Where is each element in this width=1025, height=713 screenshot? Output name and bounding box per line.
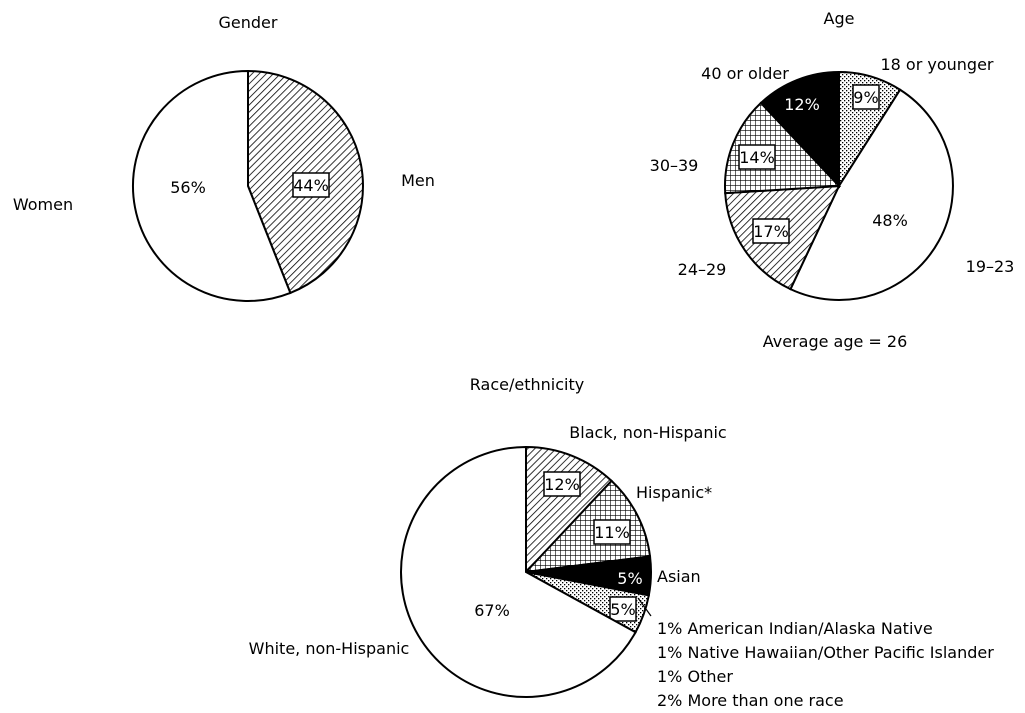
slice-value-box — [543, 471, 581, 497]
slice-value-text: 14% — [739, 148, 775, 167]
slice-value-label: 48% — [872, 211, 908, 230]
other-breakdown-item: 1% Other — [657, 667, 733, 686]
slice-value-text: 12% — [544, 475, 580, 494]
slice-value-text: 17% — [753, 222, 789, 241]
slice-women — [132, 69, 292, 302]
slice-value-box — [593, 519, 631, 545]
slice-value-text: 5% — [610, 600, 635, 619]
slice-category-label: Asian — [657, 567, 701, 586]
gender-chart: Gender 44% 56% Men Women — [13, 13, 435, 302]
age-slices: 9% 48% 17% 14% 12% — [724, 70, 954, 301]
slice-value-text: 56% — [170, 178, 206, 197]
slice-category-label: 30–39 — [650, 156, 699, 175]
slice-category-label: 24–29 — [678, 260, 727, 279]
age-footnote: Average age = 26 — [763, 332, 908, 351]
slice-value-label: 12% — [784, 95, 820, 114]
gender-labels: Men Women — [13, 171, 435, 214]
slice-value-label: 14% — [738, 144, 776, 170]
slice-value-box — [292, 172, 330, 198]
slice-category-label: 40 or older — [701, 64, 789, 83]
other-breakdown-item: 1% American Indian/Alaska Native — [657, 619, 933, 638]
slice-value-label: 44% — [292, 172, 330, 198]
slice-value-label: 12% — [543, 471, 581, 497]
slice-category-label: Women — [13, 195, 73, 214]
slice-value-box — [852, 84, 880, 110]
slice-category-label: Hispanic* — [636, 483, 712, 502]
slice-value-box — [738, 144, 776, 170]
slice-category-label: White, non-Hispanic — [249, 639, 410, 658]
slice-value-label: 9% — [852, 84, 880, 110]
slice-category-label: 18 or younger — [880, 55, 993, 74]
slice-value-text: 11% — [594, 523, 630, 542]
race-chart: Race/ethnicity 12% 11% 5% 5% 67% Black, non-… — [249, 375, 995, 710]
race-labels: Black, non-Hispanic Hispanic* Asian White, … — [249, 423, 727, 658]
age-chart: Age 9% 48% 17% 14% 12% 18 or younger 19–23 24–… — [650, 9, 1015, 351]
race-slices: 12% 11% 5% 5% 67% — [400, 445, 652, 698]
slice-value-label: 17% — [752, 218, 790, 244]
slice-value-label: 5% — [617, 569, 642, 588]
slice-value-text: 9% — [853, 88, 878, 107]
slice-30-39 — [724, 101, 842, 195]
other-breakdown-item: 1% Native Hawaiian/Other Pacific Islande… — [657, 643, 994, 662]
slice-value-label: 67% — [474, 601, 510, 620]
slice-value-label: 11% — [593, 519, 631, 545]
slice-hispanic — [523, 479, 652, 574]
slice-40-or-older — [759, 70, 840, 189]
slice-value-text: 48% — [872, 211, 908, 230]
slice-value-text: 44% — [293, 176, 329, 195]
slice-19-23 — [789, 88, 954, 301]
slice-value-text: 67% — [474, 601, 510, 620]
age-title: Age — [824, 9, 855, 28]
slice-category-label: Men — [401, 171, 435, 190]
other-breakdown-item: 2% More than one race — [657, 691, 844, 710]
slice-value-label: 5% — [609, 596, 637, 622]
slice-value-label: 56% — [170, 178, 206, 197]
slice-value-box — [752, 218, 790, 244]
slice-value-box — [609, 596, 637, 622]
slice-category-label: Black, non-Hispanic — [569, 423, 726, 442]
age-labels: 18 or younger 19–23 24–29 30–39 40 or older — [650, 55, 1015, 279]
other-breakdown: 1% American Indian/Alaska Native 1% Nativ… — [657, 619, 994, 710]
gender-slices: 44% 56% — [132, 69, 364, 302]
race-title: Race/ethnicity — [470, 375, 584, 394]
slice-value-text: 5% — [617, 569, 642, 588]
slice-value-text: 12% — [784, 95, 820, 114]
other-leader-line — [637, 597, 652, 617]
gender-title: Gender — [219, 13, 278, 32]
slice-category-label: 19–23 — [966, 257, 1015, 276]
slice-white-non-hispanic — [400, 445, 637, 698]
